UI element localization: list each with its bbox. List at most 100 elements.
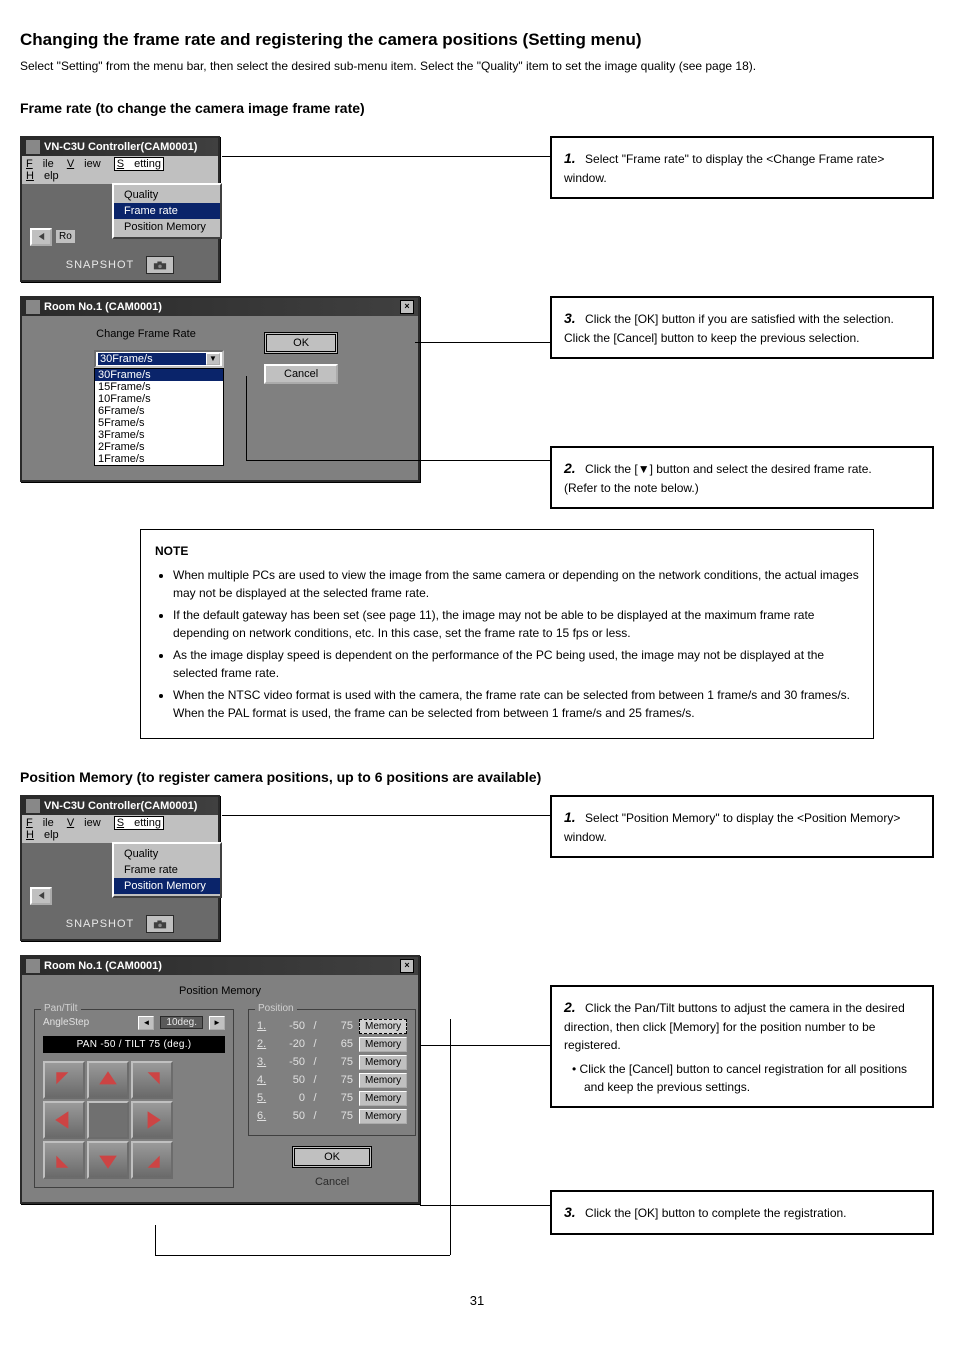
position-row: 4. 50 / 75 Memory — [257, 1073, 407, 1088]
slash: / — [311, 1074, 319, 1086]
framerate-option[interactable]: 15Frame/s — [95, 381, 223, 393]
pan-value: 50 — [277, 1074, 305, 1086]
menu-item-framerate[interactable]: Frame rate — [114, 203, 220, 219]
note-item: If the default gateway has been set (see… — [173, 606, 859, 642]
framerate-option[interactable]: 6Frame/s — [95, 405, 223, 417]
menu-help[interactable]: Help — [26, 170, 59, 182]
window-title: VN-C3U Controller(CAM0001) — [44, 800, 214, 812]
controller-window-2: VN-C3U Controller(CAM0001) File View Set… — [20, 795, 220, 941]
dialog-heading: Change Frame Rate — [68, 328, 224, 340]
page-intro: Select "Setting" from the menu bar, then… — [20, 58, 934, 75]
memory-button[interactable]: Memory — [359, 1019, 407, 1034]
memory-button[interactable]: Memory — [359, 1037, 407, 1052]
section2-title: Position Memory (to register camera posi… — [20, 769, 934, 785]
pan-value: 0 — [277, 1092, 305, 1104]
menubar: File View Setting Help — [22, 156, 218, 184]
position-group: Position 1.-50/75Memory2.-20/65Memory3.-… — [248, 1009, 416, 1136]
framerate-option[interactable]: 10Frame/s — [95, 393, 223, 405]
page-number: 31 — [20, 1293, 934, 1308]
menu-file[interactable]: File — [26, 817, 54, 829]
arrow-down-left[interactable] — [43, 1141, 85, 1179]
menu-item-quality[interactable]: Quality — [114, 846, 220, 862]
snapshot-button[interactable] — [146, 256, 174, 274]
close-button[interactable]: × — [400, 300, 414, 314]
pantilt-group: Pan/Tilt AngleStep ◄ 10deg. ► PAN -50 / … — [34, 1009, 234, 1188]
note-title: NOTE — [155, 542, 859, 560]
menubar: File View Setting Help — [22, 815, 218, 843]
menu-item-position-memory[interactable]: Position Memory — [114, 878, 220, 894]
tilt-value: 75 — [325, 1074, 353, 1086]
menu-help[interactable]: Help — [26, 829, 59, 841]
pan-value: 50 — [277, 1110, 305, 1122]
framerate-option[interactable]: 30Frame/s — [95, 369, 223, 381]
note-box: NOTE When multiple PCs are used to view … — [140, 529, 874, 739]
arrow-down[interactable] — [87, 1141, 129, 1179]
memory-button[interactable]: Memory — [359, 1055, 407, 1070]
step1-text: Select "Frame rate" to display the <Chan… — [564, 152, 884, 185]
position-number: 4. — [257, 1074, 271, 1086]
position-row: 1.-50/75Memory — [257, 1019, 407, 1034]
ok-button[interactable]: OK — [292, 1146, 372, 1168]
pm-step2-note: Click the [Cancel] button to cancel regi… — [580, 1062, 908, 1094]
slash: / — [311, 1056, 319, 1068]
close-button[interactable]: × — [400, 959, 414, 973]
step2-text: Click the [▼] button and select the desi… — [585, 462, 872, 476]
arrow-up-right[interactable] — [131, 1061, 173, 1099]
slash: / — [311, 1020, 319, 1032]
combo-value: 30Frame/s — [98, 353, 206, 365]
controller-window-1: VN-C3U Controller(CAM0001) File View Set… — [20, 136, 220, 282]
anglestep-value: 10deg. — [160, 1016, 203, 1029]
snapshot-label: SNAPSHOT — [66, 918, 135, 930]
arrow-up[interactable] — [87, 1061, 129, 1099]
pantilt-display: PAN -50 / TILT 75 (deg.) — [43, 1036, 225, 1053]
step1-box: 1. Select "Frame rate" to display the <C… — [550, 136, 934, 199]
play-button[interactable] — [30, 228, 52, 246]
arrow-up-left[interactable] — [43, 1061, 85, 1099]
pantilt-arrow-grid — [43, 1061, 225, 1179]
tilt-value: 75 — [325, 1020, 353, 1032]
menu-view[interactable]: View — [67, 817, 101, 829]
ok-button[interactable]: OK — [264, 332, 338, 354]
position-legend: Position — [255, 1003, 297, 1014]
pan-value: -20 — [277, 1038, 305, 1050]
cancel-button[interactable]: Cancel — [264, 364, 338, 384]
menu-view[interactable]: View — [67, 158, 101, 170]
pm-step3-box: 3. Click the [OK] button to complete the… — [550, 1190, 934, 1235]
position-row: 6.50/75Memory — [257, 1109, 407, 1124]
window-title: Room No.1 (CAM0001) — [44, 960, 400, 972]
tilt-value: 75 — [325, 1056, 353, 1068]
menu-item-quality[interactable]: Quality — [114, 187, 220, 203]
position-number: 1. — [257, 1020, 271, 1032]
step-number: 2. — [564, 999, 576, 1015]
setting-dropdown: Quality Frame rate Position Memory — [112, 842, 222, 898]
arrow-left[interactable] — [43, 1101, 85, 1139]
anglestep-decrease[interactable]: ◄ — [138, 1016, 154, 1030]
pantilt-legend: Pan/Tilt — [41, 1003, 81, 1014]
framerate-combo[interactable]: 30Frame/s ▼ — [94, 350, 224, 368]
menu-setting[interactable]: Setting — [114, 816, 164, 830]
anglestep-increase[interactable]: ► — [209, 1016, 225, 1030]
room-label-partial: Ro — [56, 230, 75, 243]
arrow-right[interactable] — [131, 1101, 173, 1139]
framerate-option[interactable]: 3Frame/s — [95, 429, 223, 441]
dialog-heading: Position Memory — [30, 985, 410, 997]
tilt-value: 75 — [325, 1110, 353, 1122]
note-item: As the image display speed is dependent … — [173, 646, 859, 682]
cancel-button[interactable]: Cancel — [315, 1176, 349, 1188]
snapshot-button[interactable] — [146, 915, 174, 933]
play-button[interactable] — [30, 887, 52, 905]
position-row: 3.-50/75Memory — [257, 1055, 407, 1070]
menu-item-framerate[interactable]: Frame rate — [114, 862, 220, 878]
menu-item-position-memory[interactable]: Position Memory — [114, 219, 220, 235]
menu-setting[interactable]: Setting — [114, 157, 164, 171]
framerate-option[interactable]: 5Frame/s — [95, 417, 223, 429]
step3-box: 3. Click the [OK] button if you are sati… — [550, 296, 934, 359]
app-icon — [26, 959, 40, 973]
combo-arrow-icon[interactable]: ▼ — [206, 353, 220, 365]
step3-text: Click the [OK] button if you are satisfi… — [564, 312, 894, 345]
memory-button[interactable]: Memory — [359, 1109, 407, 1124]
menu-file[interactable]: File — [26, 158, 54, 170]
memory-button[interactable]: Memory — [359, 1073, 407, 1088]
memory-button[interactable]: Memory — [359, 1091, 407, 1106]
arrow-down-right[interactable] — [131, 1141, 173, 1179]
